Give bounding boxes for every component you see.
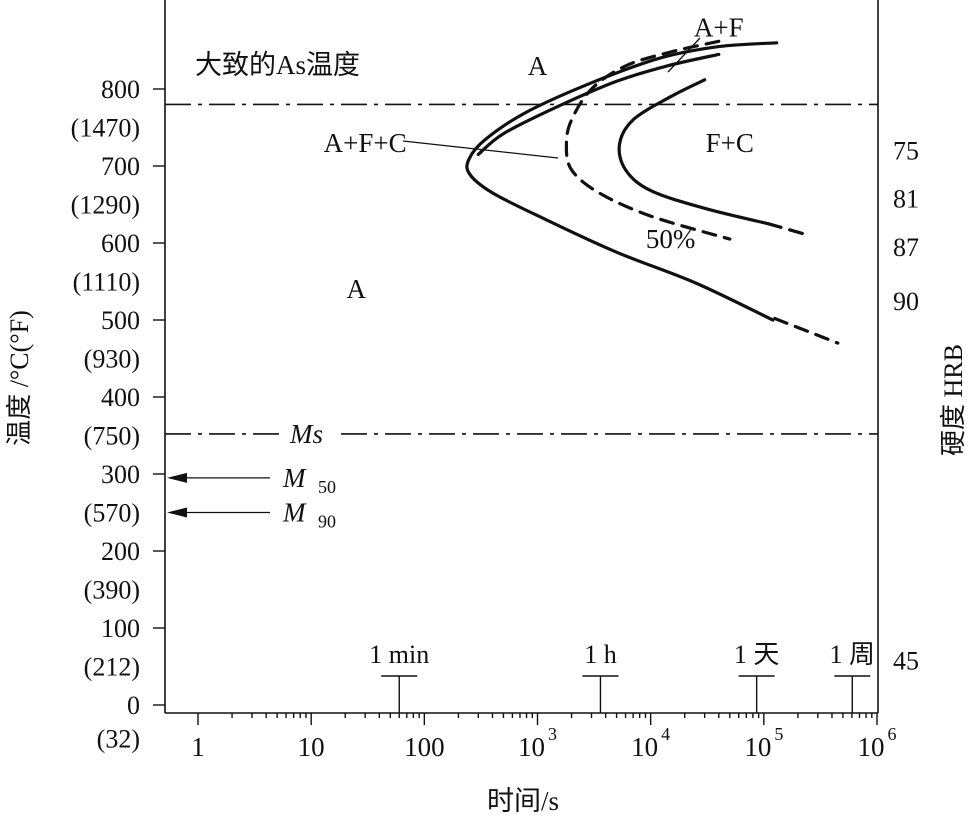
time-marker: 1 周 <box>830 640 876 713</box>
series-line-1 <box>465 41 779 322</box>
x-axis-label: 时间/s <box>487 786 559 816</box>
leader-a-f <box>667 37 701 73</box>
svg-text:90: 90 <box>318 512 336 532</box>
y-tick-label: 700 <box>101 152 140 181</box>
svg-text:M: M <box>282 463 307 493</box>
svg-text:10: 10 <box>858 732 885 762</box>
region-label: F+C <box>706 128 754 158</box>
svg-text:5: 5 <box>774 724 783 744</box>
region-label: A+F <box>694 12 744 42</box>
ms-label: Ms <box>289 419 323 449</box>
y-tick-label: 0 <box>127 691 140 720</box>
series-line-3 <box>564 39 732 241</box>
svg-text:1 周: 1 周 <box>830 640 876 669</box>
y-tick-label-f: (930) <box>84 345 140 374</box>
y-tick-label-f: (212) <box>84 653 140 682</box>
y-tick-label-f: (1290) <box>71 191 140 220</box>
x-tick-label: 1 <box>191 732 205 762</box>
hardness-label: 81 <box>893 184 919 213</box>
y-tick-label-f: (570) <box>84 499 140 528</box>
svg-text:4: 4 <box>661 724 670 744</box>
region-label: A <box>346 274 366 304</box>
x-tick-label: 10 4 <box>631 724 670 762</box>
series-line-1-dashed-tail <box>773 316 840 345</box>
y-tick-label-f: (1110) <box>73 268 140 297</box>
svg-text:M: M <box>282 498 307 528</box>
y-tick-label-f: (1470) <box>71 114 140 143</box>
x-tick-label: 100 <box>404 732 445 762</box>
hardness-label: 87 <box>893 233 919 262</box>
leader-a-f-c <box>402 140 559 159</box>
region-label: A <box>528 51 548 81</box>
y-tick-label: 100 <box>101 614 140 643</box>
y-tick-label-f: (750) <box>84 422 140 451</box>
arrow-m90: M 90 <box>167 498 336 532</box>
time-marker: 1 min <box>369 640 429 713</box>
time-marker: 1 h <box>582 640 619 713</box>
arrow-m50: M 50 <box>167 463 336 497</box>
x-tick-label: 10 6 <box>858 724 897 762</box>
y-tick-label: 500 <box>101 306 140 335</box>
time-marker: 1 天 <box>734 640 780 713</box>
svg-text:1 天: 1 天 <box>734 640 780 669</box>
svg-text:10: 10 <box>298 732 325 762</box>
svg-text:1: 1 <box>191 732 205 762</box>
x-tick-label: 10 5 <box>744 724 783 762</box>
svg-text:100: 100 <box>404 732 445 762</box>
y-axis-label: 温度 /°C(°F) <box>5 310 34 446</box>
hardness-label: 45 <box>893 646 919 675</box>
svg-text:1 h: 1 h <box>584 640 617 669</box>
region-label: 50% <box>646 224 696 254</box>
svg-text:3: 3 <box>548 724 557 744</box>
svg-text:1 min: 1 min <box>369 640 429 669</box>
hardness-label: 90 <box>893 287 919 316</box>
series-line-4-dashed-tail <box>766 222 811 237</box>
plot-frame <box>164 0 879 714</box>
svg-text:6: 6 <box>888 724 897 744</box>
svg-text:10: 10 <box>631 732 658 762</box>
right-axis-label: 硬度 HRB <box>939 344 968 456</box>
y-tick-label: 200 <box>101 537 140 566</box>
svg-text:50: 50 <box>318 477 336 497</box>
region-label: A+F+C <box>324 128 407 158</box>
y-tick-label: 400 <box>101 383 140 412</box>
hardness-label: 75 <box>893 137 919 166</box>
y-tick-label-f: (32) <box>97 725 140 754</box>
x-tick-label: 10 <box>298 732 325 762</box>
svg-text:10: 10 <box>518 732 545 762</box>
y-tick-label: 800 <box>101 75 140 104</box>
x-tick-label: 10 3 <box>518 724 557 762</box>
y-tick-label-f: (390) <box>84 576 140 605</box>
series-line-4 <box>617 78 771 226</box>
svg-text:10: 10 <box>744 732 771 762</box>
chart-title: 大致的As温度 <box>195 50 360 80</box>
y-tick-label: 600 <box>101 229 140 258</box>
y-tick-label: 300 <box>101 460 140 489</box>
